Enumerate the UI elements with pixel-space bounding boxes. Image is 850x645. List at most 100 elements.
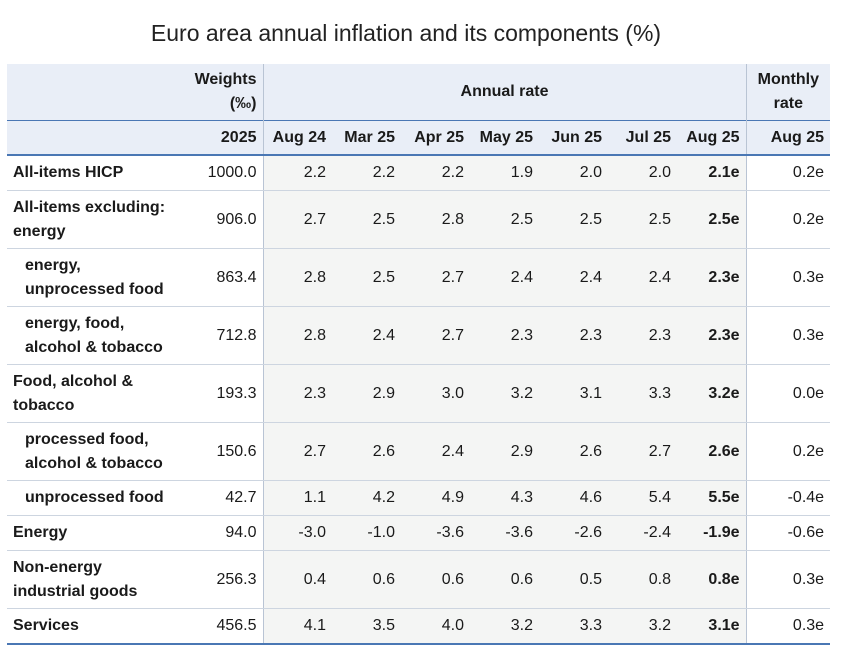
row-label: processed food, alcohol & tobacco [7,422,181,481]
table-row: processed food, alcohol & tobacco 150.6 2.… [7,422,831,481]
weight-cell: 42.7 [181,480,264,516]
annual-rate-cell: 2.5 [539,190,608,249]
weight-cell: 256.3 [181,550,264,609]
table-row: Services 456.5 4.1 3.5 4.0 3.2 3.3 3.2 3.1e 0.3e [7,608,831,645]
annual-rate-cell: -2.4 [608,515,677,551]
annual-rate-cell: 2.0 [539,155,608,191]
annual-rate-cell: 2.7 [263,190,332,249]
annual-rate-cell: -3.0 [263,515,332,551]
annual-rate-cell: 4.9 [401,480,470,516]
annual-rate-cell: 2.2 [263,155,332,191]
header-annual-rate: Annual rate [263,64,747,121]
annual-rate-cell: 2.1e [677,155,747,191]
annual-rate-cell: 0.8e [677,550,747,609]
header-annual-col: Apr 25 [401,120,470,156]
annual-rate-cell: -1.0 [332,515,401,551]
annual-rate-cell: 2.4 [401,422,470,481]
table-row: energy, unprocessed food 863.4 2.8 2.5 2.7 2.… [7,248,831,307]
annual-rate-cell: 2.0 [608,155,677,191]
monthly-rate-cell: 0.0e [746,364,831,423]
weight-cell: 1000.0 [181,155,264,191]
header-weights-year: 2025 [181,120,264,156]
annual-rate-cell: 0.6 [332,550,401,609]
annual-rate-cell: 0.6 [470,550,539,609]
header-annual-col: Mar 25 [332,120,401,156]
table-row: unprocessed food 42.7 1.1 4.2 4.9 4.3 4.6 5.4 5.… [7,480,831,516]
annual-rate-cell: 4.6 [539,480,608,516]
table-row: All-items excluding: energy 906.0 2.7 2.5 2.… [7,190,831,249]
annual-rate-cell: 2.6e [677,422,747,481]
monthly-rate-cell: 0.3e [746,550,831,609]
annual-rate-cell: 2.8 [401,190,470,249]
annual-rate-cell: 4.2 [332,480,401,516]
monthly-rate-cell: -0.4e [746,480,831,516]
row-label: All-items excluding: energy [7,190,181,249]
row-label: Non-energy industrial goods [7,550,181,609]
annual-rate-cell: 2.6 [332,422,401,481]
annual-rate-cell: 2.8 [263,248,332,307]
annual-rate-cell: 2.5 [332,248,401,307]
header-monthly-col: Aug 25 [746,120,831,156]
weight-cell: 863.4 [181,248,264,307]
annual-rate-cell: 2.2 [332,155,401,191]
annual-rate-cell: 2.6 [539,422,608,481]
table-row: Non-energy industrial goods 256.3 0.4 0.6 0.… [7,550,831,609]
annual-rate-cell: 3.2e [677,364,747,423]
weight-cell: 150.6 [181,422,264,481]
row-label: unprocessed food [7,480,181,516]
annual-rate-cell: 3.0 [401,364,470,423]
annual-rate-cell: 1.9 [470,155,539,191]
row-label: All-items HICP [7,155,181,191]
annual-rate-cell: 5.5e [677,480,747,516]
header-blank-2 [7,120,181,156]
annual-rate-cell: 2.5 [332,190,401,249]
monthly-rate-cell: 0.3e [746,248,831,307]
weight-cell: 94.0 [181,515,264,551]
monthly-rate-cell: 0.2e [746,190,831,249]
table-row: Energy 94.0 -3.0 -1.0 -3.6 -3.6 -2.6 -2.4 -1.9e -… [7,515,831,551]
row-label: energy, food, alcohol & tobacco [7,306,181,365]
row-label: energy, unprocessed food [7,248,181,307]
annual-rate-cell: 3.2 [470,364,539,423]
annual-rate-cell: 0.6 [401,550,470,609]
annual-rate-cell: 2.4 [539,248,608,307]
annual-rate-cell: 3.3 [608,364,677,423]
header-monthly-rate: Monthly rate [746,64,831,121]
annual-rate-cell: 2.7 [401,306,470,365]
header-weights: Weights (‰) [181,64,264,121]
annual-rate-cell: 2.8 [263,306,332,365]
annual-rate-cell: 2.3 [263,364,332,423]
annual-rate-cell: 2.5 [608,190,677,249]
annual-rate-cell: 2.5e [677,190,747,249]
weight-cell: 193.3 [181,364,264,423]
monthly-rate-cell: 0.3e [746,306,831,365]
annual-rate-cell: 0.5 [539,550,608,609]
annual-rate-cell: 2.7 [401,248,470,307]
annual-rate-cell: 2.4 [470,248,539,307]
monthly-rate-cell: 0.2e [746,155,831,191]
header-annual-col: Jun 25 [539,120,608,156]
annual-rate-cell: 2.3 [539,306,608,365]
annual-rate-cell: 2.3e [677,248,747,307]
annual-rate-cell: -2.6 [539,515,608,551]
annual-rate-cell: 2.7 [608,422,677,481]
inflation-table: Weights (‰) Annual rate Monthly rate 202… [7,64,831,645]
annual-rate-cell: 2.2 [401,155,470,191]
monthly-rate-cell: -0.6e [746,515,831,551]
chart-title: Euro area annual inflation and its compo… [150,20,662,46]
annual-rate-cell: -3.6 [470,515,539,551]
header-annual-col: May 25 [470,120,539,156]
header-annual-col: Aug 25 [677,120,747,156]
annual-rate-cell: 2.3 [470,306,539,365]
annual-rate-cell: 1.1 [263,480,332,516]
annual-rate-cell: -3.6 [401,515,470,551]
annual-rate-cell: 3.1 [539,364,608,423]
annual-rate-cell: 2.7 [263,422,332,481]
row-label: Energy [7,515,181,551]
annual-rate-cell: 5.4 [608,480,677,516]
annual-rate-cell: 2.4 [332,306,401,365]
header-annual-col: Aug 24 [263,120,332,156]
table-row: energy, food, alcohol & tobacco 712.8 2.8 2… [7,306,831,365]
annual-rate-cell: 2.3 [608,306,677,365]
header-blank [7,64,181,121]
